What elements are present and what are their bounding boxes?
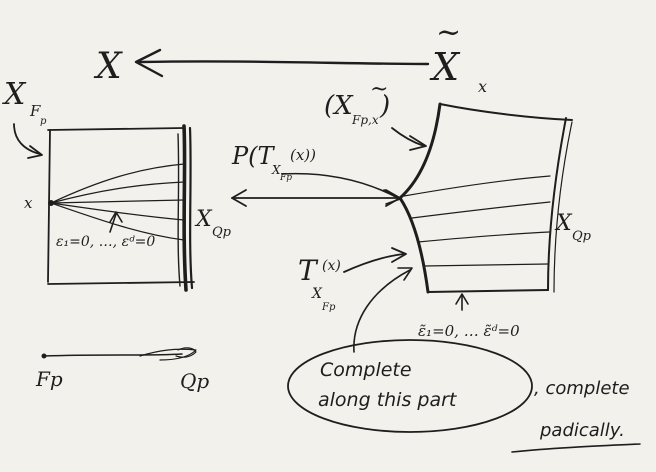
label-P-T: P(T <box>231 142 276 170</box>
left-box-right-thick <box>182 124 188 292</box>
fan-line-1 <box>50 163 185 204</box>
label-epsilon-conditions: ε₁=0, …, εᵈ=0 <box>56 234 155 250</box>
fan-line-5 <box>50 202 185 241</box>
arrow-T-head <box>391 247 407 263</box>
arrow-top-shaft <box>138 60 430 66</box>
note-pointer-head <box>397 267 413 281</box>
label-P-T-sub: X <box>271 163 281 177</box>
note-pointer <box>353 269 411 353</box>
right-box-right-edge <box>553 121 573 293</box>
strata-line-3 <box>417 231 550 243</box>
label-X-Qp-left: X <box>194 207 213 232</box>
arrow-epsilon-head <box>109 211 123 223</box>
label-X-Qp-right-sub: Qp <box>572 229 592 244</box>
right-box-left <box>398 102 442 294</box>
qp-blob-2 <box>175 347 197 358</box>
arrow-epsilon <box>109 213 117 233</box>
complete-padically-line-2: padically. <box>539 420 625 441</box>
right-box-right <box>547 117 567 291</box>
left-box-right-shade <box>177 133 181 287</box>
label-X-top-right-sub: x <box>478 77 487 96</box>
left-box-left <box>47 129 51 283</box>
label-T-sub: X <box>311 286 323 302</box>
fan-line-4 <box>50 202 185 221</box>
label-X-Qp-right: X <box>554 211 573 236</box>
fp-qp-line <box>43 353 183 357</box>
right-box-top <box>439 103 573 121</box>
label-T-subsub: Fp <box>321 302 336 313</box>
label-T-arg: (x) <box>322 258 341 274</box>
qp-blob-1 <box>139 348 197 361</box>
arrow-P-T-to-right <box>281 172 399 199</box>
label-epsilon-tilde-conditions: ε̃₁=0, … ε̃ᵈ=0 <box>418 322 520 340</box>
label-X-Fp-subsub: p <box>40 116 47 127</box>
note-line-2: along this part <box>318 389 458 411</box>
label-X-top-right: X <box>429 45 461 89</box>
label-Qp-bottom: Qp <box>180 369 209 393</box>
arrow-X-Fpx-head <box>409 135 427 151</box>
arrow-X-Fpx <box>391 127 425 147</box>
strata-line-1 <box>403 175 551 197</box>
strata-line-4 <box>423 263 549 267</box>
left-box-top <box>47 127 185 131</box>
arrow-X-Fp <box>13 123 41 155</box>
fan-line-3 <box>50 199 185 204</box>
note-line-1: Complete <box>320 359 412 381</box>
right-box-bottom <box>427 289 549 293</box>
strata-line-2 <box>411 201 551 219</box>
tilde-X-Fpx: ~ <box>370 77 388 102</box>
label-T: T <box>298 254 319 287</box>
arrow-epsilon-tilde-head <box>455 293 469 305</box>
label-X-Qp-left-sub: Qp <box>212 225 232 240</box>
arrow-X-Fp-head <box>27 145 43 159</box>
arrow-top-head <box>134 48 164 78</box>
complete-padically-line-1: , complete <box>534 378 630 399</box>
label-X-Fp: X <box>2 77 27 112</box>
label-point-x: x <box>24 194 33 212</box>
label-X-top-left: X <box>93 46 123 87</box>
arrow-T <box>343 253 405 273</box>
label-Fp-bottom: Fp <box>35 367 63 391</box>
label-X-Fpx-close: ) <box>379 91 390 121</box>
fan-line-2 <box>50 181 185 204</box>
label-P-T-subsub: Fp <box>279 173 292 183</box>
left-box-right-edge <box>188 126 194 290</box>
double-arrow-left-head <box>231 189 247 207</box>
label-X-Fpx-open: (X <box>324 91 354 121</box>
padically-underline <box>511 443 641 453</box>
label-X-Fpx-sub: Fp,x <box>351 113 379 127</box>
label-P-T-arg: (x)) <box>290 146 316 164</box>
label-X-Fp-sub: F <box>29 102 41 120</box>
tilde-top-right: ~ <box>436 15 461 50</box>
note-ellipse <box>287 339 533 433</box>
left-box-bottom <box>47 281 195 285</box>
